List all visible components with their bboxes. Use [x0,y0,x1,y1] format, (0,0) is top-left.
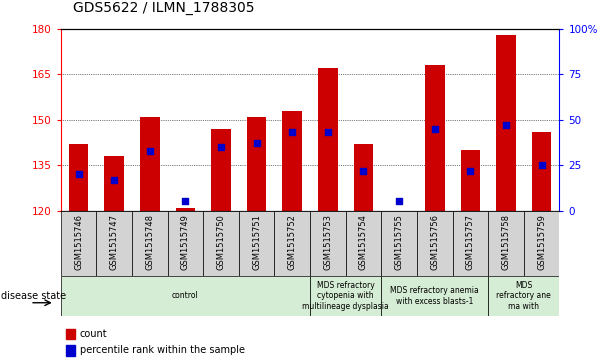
Text: GDS5622 / ILMN_1788305: GDS5622 / ILMN_1788305 [73,0,255,15]
Text: percentile rank within the sample: percentile rank within the sample [80,345,245,355]
Bar [66,329,75,339]
Text: GSM1515754: GSM1515754 [359,214,368,270]
Bar [417,211,452,276]
Point [181,199,190,204]
Bar [496,35,516,211]
Bar [168,211,203,276]
Bar [318,68,337,211]
Text: GSM1515749: GSM1515749 [181,214,190,270]
Bar [211,129,231,211]
Point [216,144,226,150]
Text: GSM1515748: GSM1515748 [145,214,154,270]
Point [145,148,154,154]
Bar [523,211,559,276]
Point [430,126,440,132]
Text: GSM1515747: GSM1515747 [109,214,119,270]
Text: GSM1515757: GSM1515757 [466,214,475,270]
Bar [97,211,132,276]
Bar [61,276,310,316]
Bar [381,276,488,316]
Text: control: control [172,291,199,300]
Bar [105,156,124,211]
Point [537,162,547,168]
Bar [140,117,160,211]
Bar [132,211,168,276]
Text: GSM1515759: GSM1515759 [537,214,546,270]
Text: GSM1515746: GSM1515746 [74,214,83,270]
Point [359,168,368,174]
Bar [488,211,523,276]
Bar [354,144,373,211]
Bar [283,111,302,211]
Text: GSM1515750: GSM1515750 [216,214,226,270]
Text: GSM1515756: GSM1515756 [430,214,439,270]
Bar [425,65,444,211]
Text: GSM1515751: GSM1515751 [252,214,261,270]
Bar [488,276,559,316]
Bar [346,211,381,276]
Text: GSM1515752: GSM1515752 [288,214,297,270]
Bar [247,117,266,211]
Bar [274,211,310,276]
Point [252,140,261,146]
Text: GSM1515753: GSM1515753 [323,214,333,270]
Text: GSM1515758: GSM1515758 [502,214,511,270]
Bar [460,150,480,211]
Bar [310,276,381,316]
Bar [203,211,239,276]
Text: MDS refractory
cytopenia with
multilineage dysplasia: MDS refractory cytopenia with multilinea… [302,281,389,311]
Bar [69,144,88,211]
Point [466,168,475,174]
Point [323,130,333,135]
Text: count: count [80,329,108,339]
Point [501,122,511,128]
Text: MDS
refractory ane
ma with: MDS refractory ane ma with [496,281,551,311]
Bar [452,211,488,276]
Bar [61,211,97,276]
Text: GSM1515755: GSM1515755 [395,214,404,270]
Point [74,171,83,177]
Point [109,177,119,183]
Bar [239,211,274,276]
Text: disease state: disease state [1,291,66,301]
Point [288,130,297,135]
Text: MDS refractory anemia
with excess blasts-1: MDS refractory anemia with excess blasts… [390,286,479,306]
Bar [381,211,417,276]
Bar [310,211,346,276]
Bar [66,345,75,356]
Point [394,199,404,204]
Bar [532,132,551,211]
Bar [176,208,195,211]
